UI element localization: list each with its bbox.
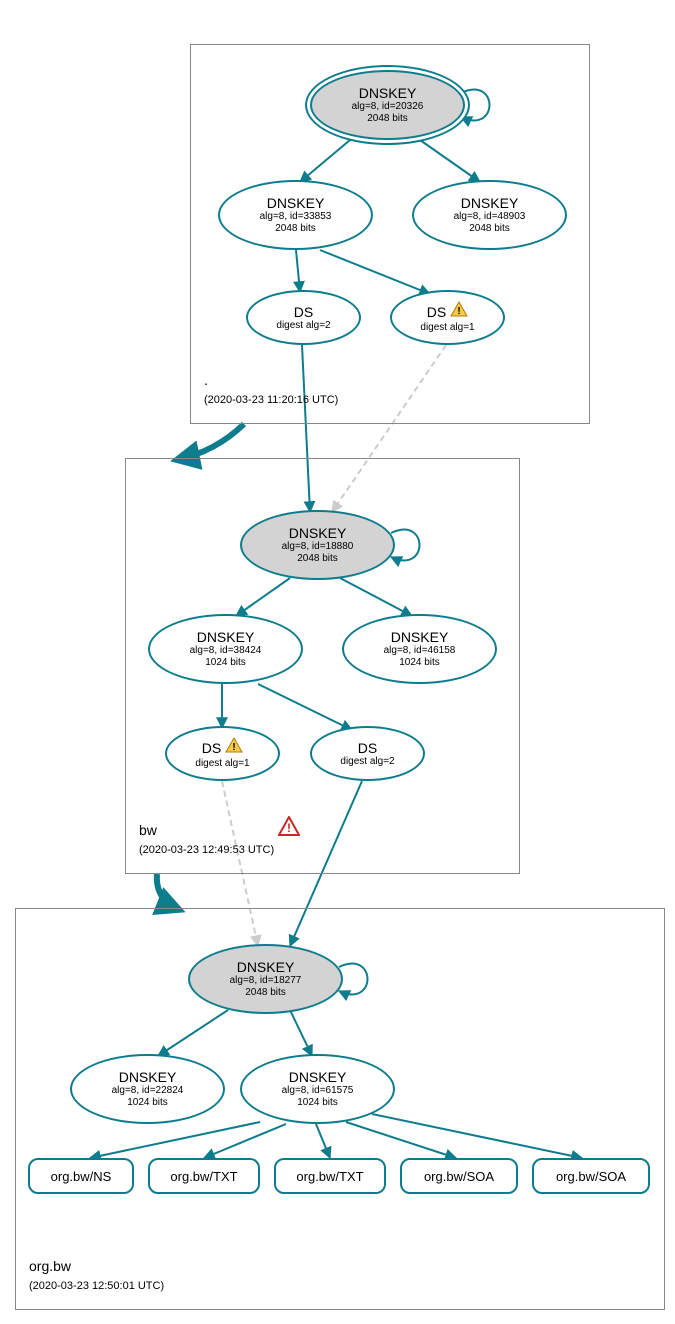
node-sub1: alg=8, id=61575 [282,1085,354,1097]
node-bw-ksk: DNSKEYalg=8, id=188802048 bits [240,510,395,580]
node-title: DNSKEY [237,959,295,975]
rrset-rr-txt1: org.bw/TXT [148,1158,260,1194]
node-sub1: alg=8, id=18880 [282,541,354,553]
node-sub1: alg=8, id=33853 [260,211,332,223]
svg-text:!: ! [287,821,291,835]
node-sub2: 1024 bits [399,657,440,669]
rrset-rr-txt2: org.bw/TXT [274,1158,386,1194]
node-org-zsk1: DNSKEYalg=8, id=228241024 bits [70,1054,225,1124]
zone-timestamp-root: (2020-03-23 11:20:16 UTC) [204,394,338,406]
node-sub1: alg=8, id=22824 [112,1085,184,1097]
node-root-zsk2: DNSKEYalg=8, id=489032048 bits [412,180,567,250]
node-sub1: alg=8, id=38424 [190,645,262,657]
error-icon: ! [278,816,300,841]
node-title: DNSKEY [119,1069,177,1085]
node-title: DS [294,304,313,320]
node-sub1: alg=8, id=46158 [384,645,456,657]
node-sub1: digest alg=1 [195,758,249,770]
zone-timestamp-orgbw: (2020-03-23 12:50:01 UTC) [29,1280,164,1292]
node-org-zsk2: DNSKEYalg=8, id=615751024 bits [240,1054,395,1124]
rrset-rr-ns: org.bw/NS [28,1158,134,1194]
node-bw-ds1: DS! digest alg=1 [165,726,280,781]
node-title: DNSKEY [289,525,347,541]
node-bw-ds2: DSdigest alg=2 [310,726,425,781]
node-title: DS [358,740,377,756]
node-sub1: digest alg=1 [420,322,474,334]
node-root-ksk: DNSKEYalg=8, id=203262048 bits [310,70,465,140]
node-sub2: 1024 bits [127,1097,168,1109]
node-title: DNSKEY [461,195,519,211]
svg-text:!: ! [233,742,236,753]
node-sub1: alg=8, id=20326 [352,101,424,113]
node-title: DNSKEY [359,85,417,101]
node-sub1: alg=8, id=18277 [230,975,302,987]
node-sub2: 2048 bits [275,223,316,235]
node-root-ds2: DS! digest alg=1 [390,290,505,345]
zone-timestamp-bw: (2020-03-23 12:49:53 UTC) [139,844,274,856]
node-sub2: 2048 bits [469,223,510,235]
svg-text:!: ! [458,306,461,317]
zone-label-root: . [204,372,208,388]
node-title: DS [202,740,221,756]
node-sub2: 2048 bits [367,113,408,125]
node-title: DNSKEY [267,195,325,211]
rrset-rr-soa1: org.bw/SOA [400,1158,518,1194]
zone-label-bw: bw [139,822,157,838]
node-title: DNSKEY [197,629,255,645]
node-root-zsk1: DNSKEYalg=8, id=338532048 bits [218,180,373,250]
node-sub2: 1024 bits [297,1097,338,1109]
node-bw-zsk2: DNSKEYalg=8, id=461581024 bits [342,614,497,684]
node-sub2: 1024 bits [205,657,246,669]
warning-icon: ! [225,737,243,758]
node-root-ds1: DSdigest alg=2 [246,290,361,345]
node-title: DNSKEY [391,629,449,645]
node-sub1: alg=8, id=48903 [454,211,526,223]
node-sub2: 2048 bits [297,553,338,565]
node-bw-zsk1: DNSKEYalg=8, id=384241024 bits [148,614,303,684]
node-org-ksk: DNSKEYalg=8, id=182772048 bits [188,944,343,1014]
node-sub1: digest alg=2 [276,320,330,332]
node-sub2: 2048 bits [245,987,286,999]
node-title: DNSKEY [289,1069,347,1085]
zone-label-orgbw: org.bw [29,1258,71,1274]
warning-icon: ! [450,301,468,322]
node-title: DS [427,304,446,320]
rrset-rr-soa2: org.bw/SOA [532,1158,650,1194]
node-sub1: digest alg=2 [340,756,394,768]
